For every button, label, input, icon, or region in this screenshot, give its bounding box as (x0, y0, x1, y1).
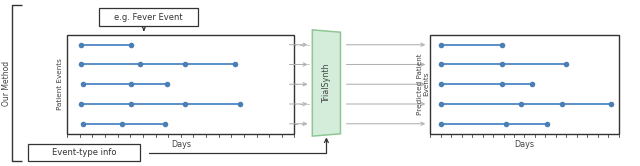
FancyBboxPatch shape (99, 8, 198, 26)
Text: Days: Days (515, 140, 534, 149)
Polygon shape (312, 30, 340, 136)
Text: Our Method: Our Method (2, 60, 11, 106)
Text: Predicted Patient
Events: Predicted Patient Events (417, 53, 429, 115)
FancyBboxPatch shape (430, 35, 619, 134)
Text: TrialSynth: TrialSynth (322, 63, 331, 103)
Text: Patient Events: Patient Events (57, 58, 63, 110)
Text: Days: Days (171, 140, 191, 149)
FancyBboxPatch shape (67, 35, 294, 134)
FancyBboxPatch shape (28, 144, 140, 161)
Text: e.g. Fever Event: e.g. Fever Event (115, 12, 183, 22)
Text: Event-type info: Event-type info (52, 148, 116, 157)
